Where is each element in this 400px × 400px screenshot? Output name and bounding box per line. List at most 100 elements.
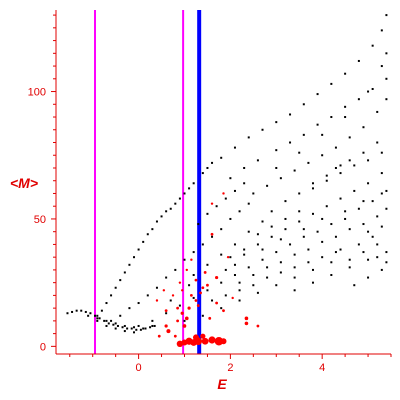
data-point xyxy=(330,223,333,226)
data-point xyxy=(137,248,140,251)
data-point xyxy=(376,215,379,218)
data-point xyxy=(293,253,296,256)
highlight-point xyxy=(201,337,209,345)
data-point xyxy=(153,324,156,327)
data-point xyxy=(380,192,383,195)
data-point xyxy=(367,258,370,261)
data-point xyxy=(275,121,278,124)
highlight-point xyxy=(180,289,184,292)
data-point xyxy=(284,228,287,231)
data-point xyxy=(330,274,333,277)
data-point xyxy=(178,304,181,307)
data-point xyxy=(348,228,351,231)
data-point xyxy=(367,182,370,185)
data-point xyxy=(192,251,195,254)
data-point xyxy=(233,263,236,266)
data-point xyxy=(233,274,236,277)
data-point xyxy=(385,251,388,254)
data-point xyxy=(211,161,214,164)
highlight-point xyxy=(244,316,249,321)
data-point xyxy=(348,258,351,261)
data-point xyxy=(279,271,282,274)
data-point xyxy=(174,202,177,205)
data-point xyxy=(371,200,374,203)
data-point xyxy=(380,29,383,32)
data-point xyxy=(293,266,296,269)
data-point xyxy=(362,200,365,203)
highlight-point xyxy=(222,192,225,195)
data-point xyxy=(302,235,305,238)
data-point xyxy=(229,177,232,180)
data-point xyxy=(353,284,356,287)
highlight-point xyxy=(176,340,184,348)
data-point xyxy=(385,261,388,264)
data-point xyxy=(247,202,250,205)
data-point xyxy=(330,116,333,119)
x-axis-label: E xyxy=(217,376,227,392)
highlight-point xyxy=(208,336,216,344)
highlight-point xyxy=(164,324,168,328)
data-point xyxy=(224,268,227,271)
data-point xyxy=(119,314,122,317)
data-point xyxy=(96,319,99,322)
data-point xyxy=(385,77,388,80)
data-point xyxy=(96,317,99,320)
highlight-point xyxy=(194,278,198,282)
data-point xyxy=(75,309,78,312)
data-point xyxy=(325,205,328,208)
data-point xyxy=(385,52,388,55)
data-point xyxy=(247,230,250,233)
data-point xyxy=(243,248,246,251)
highlight-point xyxy=(187,306,191,310)
data-point xyxy=(380,151,383,154)
data-point xyxy=(307,161,310,164)
data-point xyxy=(367,159,370,162)
highlight-point xyxy=(222,309,225,313)
data-point xyxy=(247,266,250,269)
data-point xyxy=(206,166,209,169)
data-point xyxy=(325,179,328,182)
data-point xyxy=(169,207,172,210)
highlight-point xyxy=(166,329,171,334)
data-point xyxy=(275,149,278,152)
data-point xyxy=(357,98,360,101)
data-point xyxy=(293,289,296,292)
data-point xyxy=(362,251,365,254)
data-point xyxy=(178,197,181,200)
data-point xyxy=(133,326,136,329)
highlight-point xyxy=(189,293,193,297)
data-point xyxy=(321,217,324,220)
data-point xyxy=(353,164,356,167)
data-point xyxy=(215,205,218,208)
data-point xyxy=(137,302,140,305)
data-point xyxy=(367,90,370,93)
data-point xyxy=(165,312,168,315)
data-point xyxy=(311,212,314,215)
data-point xyxy=(279,238,282,241)
data-point xyxy=(344,116,347,119)
data-point xyxy=(298,220,301,223)
data-point xyxy=(385,189,388,192)
data-point xyxy=(330,82,333,85)
y-tick-label: 100 xyxy=(28,87,46,99)
x-tick-label: 4 xyxy=(319,362,325,374)
data-point xyxy=(105,324,108,327)
data-point xyxy=(357,207,360,210)
x-tick-label: 2 xyxy=(227,362,233,374)
data-point xyxy=(261,220,264,223)
highlight-point xyxy=(190,258,193,261)
data-point xyxy=(110,319,113,322)
data-point xyxy=(165,210,168,213)
data-point xyxy=(137,324,140,327)
data-point xyxy=(357,59,360,62)
data-point xyxy=(105,319,108,322)
data-point xyxy=(261,248,264,251)
data-point xyxy=(110,294,113,297)
highlight-point xyxy=(184,316,189,321)
data-point xyxy=(233,146,236,149)
data-point xyxy=(107,322,110,325)
data-point xyxy=(192,182,195,185)
data-point xyxy=(325,174,328,177)
data-point xyxy=(183,258,186,261)
data-point xyxy=(266,276,269,279)
